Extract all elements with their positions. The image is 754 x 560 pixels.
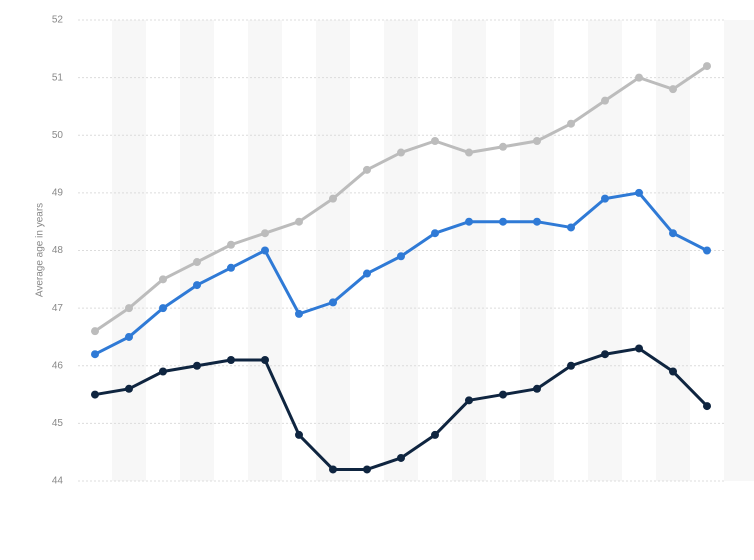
point xyxy=(567,119,575,128)
point xyxy=(465,217,473,226)
point xyxy=(669,85,677,94)
point xyxy=(363,165,371,174)
point xyxy=(431,430,439,439)
band xyxy=(520,20,554,481)
point xyxy=(193,361,201,370)
point xyxy=(363,269,371,278)
point xyxy=(125,384,133,393)
point xyxy=(533,137,541,146)
band xyxy=(588,20,622,481)
point xyxy=(159,304,167,313)
point xyxy=(465,396,473,405)
y-tick-label: 46 xyxy=(52,360,64,371)
point xyxy=(669,367,677,376)
point xyxy=(567,361,575,370)
point xyxy=(261,246,269,255)
point xyxy=(227,355,235,364)
point xyxy=(227,240,235,249)
point xyxy=(635,344,643,353)
point xyxy=(295,430,303,439)
point xyxy=(159,367,167,376)
point xyxy=(295,217,303,226)
point xyxy=(125,332,133,341)
point xyxy=(703,246,711,255)
point xyxy=(329,194,337,203)
point xyxy=(159,275,167,284)
y-axis-label: Average age in years xyxy=(35,203,46,297)
point xyxy=(91,350,99,359)
point xyxy=(295,309,303,318)
point xyxy=(227,263,235,272)
point xyxy=(363,465,371,474)
point xyxy=(533,217,541,226)
y-tick-label: 50 xyxy=(52,130,64,141)
point xyxy=(703,402,711,411)
point xyxy=(601,350,609,359)
y-tick-label: 45 xyxy=(52,418,64,429)
point xyxy=(125,304,133,313)
point xyxy=(499,390,507,399)
point xyxy=(431,137,439,146)
point xyxy=(601,194,609,203)
point xyxy=(397,148,405,157)
point xyxy=(431,229,439,238)
point xyxy=(635,73,643,82)
point xyxy=(567,223,575,232)
point xyxy=(91,390,99,399)
point xyxy=(397,453,405,462)
y-tick-label: 51 xyxy=(52,72,64,83)
point xyxy=(261,229,269,238)
band xyxy=(656,20,690,481)
y-tick-label: 49 xyxy=(52,188,64,199)
point xyxy=(193,258,201,267)
point xyxy=(193,281,201,290)
y-tick-label: 48 xyxy=(52,245,64,256)
y-tick-label: 52 xyxy=(52,15,64,26)
point xyxy=(703,62,711,71)
point xyxy=(397,252,405,261)
point xyxy=(261,355,269,364)
y-tick-label: 47 xyxy=(52,303,64,314)
point xyxy=(329,298,337,307)
point xyxy=(329,465,337,474)
band xyxy=(724,20,754,481)
y-tick-label: 44 xyxy=(52,476,64,487)
band xyxy=(316,20,350,481)
band xyxy=(384,20,418,481)
point xyxy=(499,142,507,151)
band xyxy=(180,20,214,481)
point xyxy=(533,384,541,393)
point xyxy=(91,327,99,336)
point xyxy=(465,148,473,157)
point xyxy=(601,96,609,105)
band xyxy=(112,20,146,481)
point xyxy=(499,217,507,226)
point xyxy=(635,188,643,197)
point xyxy=(669,229,677,238)
